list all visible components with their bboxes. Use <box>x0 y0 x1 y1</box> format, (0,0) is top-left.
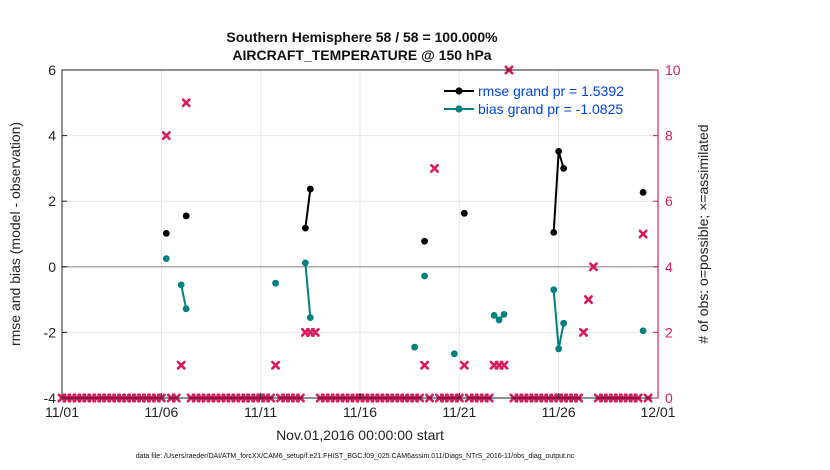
bias-point <box>495 316 503 324</box>
bias-point <box>639 327 647 335</box>
x-tick-label: 11/26 <box>542 404 576 420</box>
rmse-point <box>306 185 314 193</box>
ticks-layer: 11/01 11/06 11/11 11/16 11/21 11/26 12/01 -4 -2 0… <box>44 62 681 420</box>
obs-marker-stroke <box>578 327 589 337</box>
obs-count-marker <box>588 262 598 272</box>
x-axis-label: Nov.01,2016 00:00:00 start <box>276 427 444 443</box>
series-bias <box>162 255 647 358</box>
obs-marker-stroke <box>429 163 440 173</box>
x-tick-label: 11/01 <box>45 404 79 420</box>
bias-line <box>304 262 312 318</box>
legend-label-rmse: rmse grand pr = 1.5392 <box>478 83 624 99</box>
bias-point <box>301 259 309 267</box>
legend-marker-rmse <box>455 87 463 95</box>
obs-count-marker <box>161 131 171 141</box>
obs-count-marker <box>638 229 648 239</box>
obs-marker-stroke <box>583 295 593 305</box>
rmse-point <box>560 165 568 172</box>
rmse-point <box>639 188 647 196</box>
obs-count-marker <box>271 360 281 370</box>
obs-marker-stroke <box>176 360 186 370</box>
y-tick-label: 4 <box>48 128 56 144</box>
y-tick-label: -4 <box>44 390 57 406</box>
bias-point <box>450 350 458 358</box>
rmse-point <box>550 228 558 236</box>
rmse-point <box>421 237 428 245</box>
rmse-point <box>555 147 563 155</box>
bias-point <box>306 314 314 322</box>
legend-label-bias: bias grand pr = -1.0825 <box>478 101 623 117</box>
bias-point <box>182 305 190 313</box>
obs-count-marker <box>429 163 440 173</box>
bias-point <box>162 255 170 262</box>
obs-count-marker <box>459 360 469 370</box>
rmse-point <box>301 224 309 232</box>
y2-tick-label: 4 <box>665 259 673 275</box>
bias-point <box>550 286 558 294</box>
y2-tick-label: 10 <box>665 62 681 78</box>
bias-line <box>180 284 188 309</box>
y2-tick-label: 8 <box>665 128 673 144</box>
obs-marker-stroke <box>459 360 469 370</box>
obs-marker-stroke <box>271 360 281 370</box>
rmse-point <box>162 229 170 237</box>
x-tick-label: 11/21 <box>442 404 476 420</box>
rmse-line <box>304 188 312 229</box>
bias-point <box>555 345 563 353</box>
obs-marker-stroke <box>310 327 320 337</box>
x-tick-label: 11/11 <box>244 404 277 420</box>
obs-marker-stroke <box>420 360 430 370</box>
chart-title: Southern Hemisphere 58 / 58 = 100.000% <box>226 29 498 45</box>
rmse-point <box>182 212 190 220</box>
x-tick-label: 12/01 <box>640 404 675 420</box>
obs-count-marker <box>578 327 589 337</box>
y-tick-label: 2 <box>48 193 56 209</box>
bias-point <box>560 319 568 327</box>
obs-marker-stroke <box>181 98 191 108</box>
y2-axis-label: # of obs: o=possible; ×=assimilated <box>695 124 711 343</box>
y-tick-label: 6 <box>48 62 56 78</box>
y2-tick-label: 0 <box>665 390 673 406</box>
data-file-footer: data file: /Users/raeder/DAI/ATM_forcXX/… <box>136 453 575 460</box>
obs-count-marker <box>420 360 430 370</box>
x-tick-label: 11/06 <box>144 404 178 420</box>
obs-count-marker <box>181 98 191 108</box>
obs-count-marker <box>583 295 593 305</box>
obs-marker-stroke <box>161 131 171 141</box>
chart-subtitle: AIRCRAFT_TEMPERATURE @ 150 hPa <box>232 47 491 63</box>
bias-point <box>177 281 185 289</box>
series-layer <box>162 147 647 358</box>
rmse-point <box>460 209 468 217</box>
y-tick-label: 0 <box>48 259 56 275</box>
legend-marker-bias <box>455 105 463 113</box>
y2-tick-label: 6 <box>665 193 673 209</box>
obs-count-marker <box>310 327 320 337</box>
obs-count-marker <box>176 360 186 370</box>
y-axis-label: rmse and bias (model - observation) <box>7 122 23 346</box>
y-tick-label: -2 <box>44 324 57 340</box>
x-tick-label: 11/16 <box>343 404 377 420</box>
y2-tick-label: 2 <box>665 324 673 340</box>
obs-marker-stroke <box>588 262 598 272</box>
obs-marker-stroke <box>499 360 509 370</box>
bias-point <box>490 311 498 319</box>
bias-point <box>500 310 508 318</box>
bias-point <box>411 343 419 351</box>
bias-point <box>421 272 428 280</box>
obs-count-marker <box>499 360 509 370</box>
legend: rmse grand pr = 1.5392 bias grand pr = -… <box>444 83 624 117</box>
series-rmse <box>162 147 647 245</box>
bias-point <box>272 279 279 287</box>
obs-marker-stroke <box>638 229 648 239</box>
